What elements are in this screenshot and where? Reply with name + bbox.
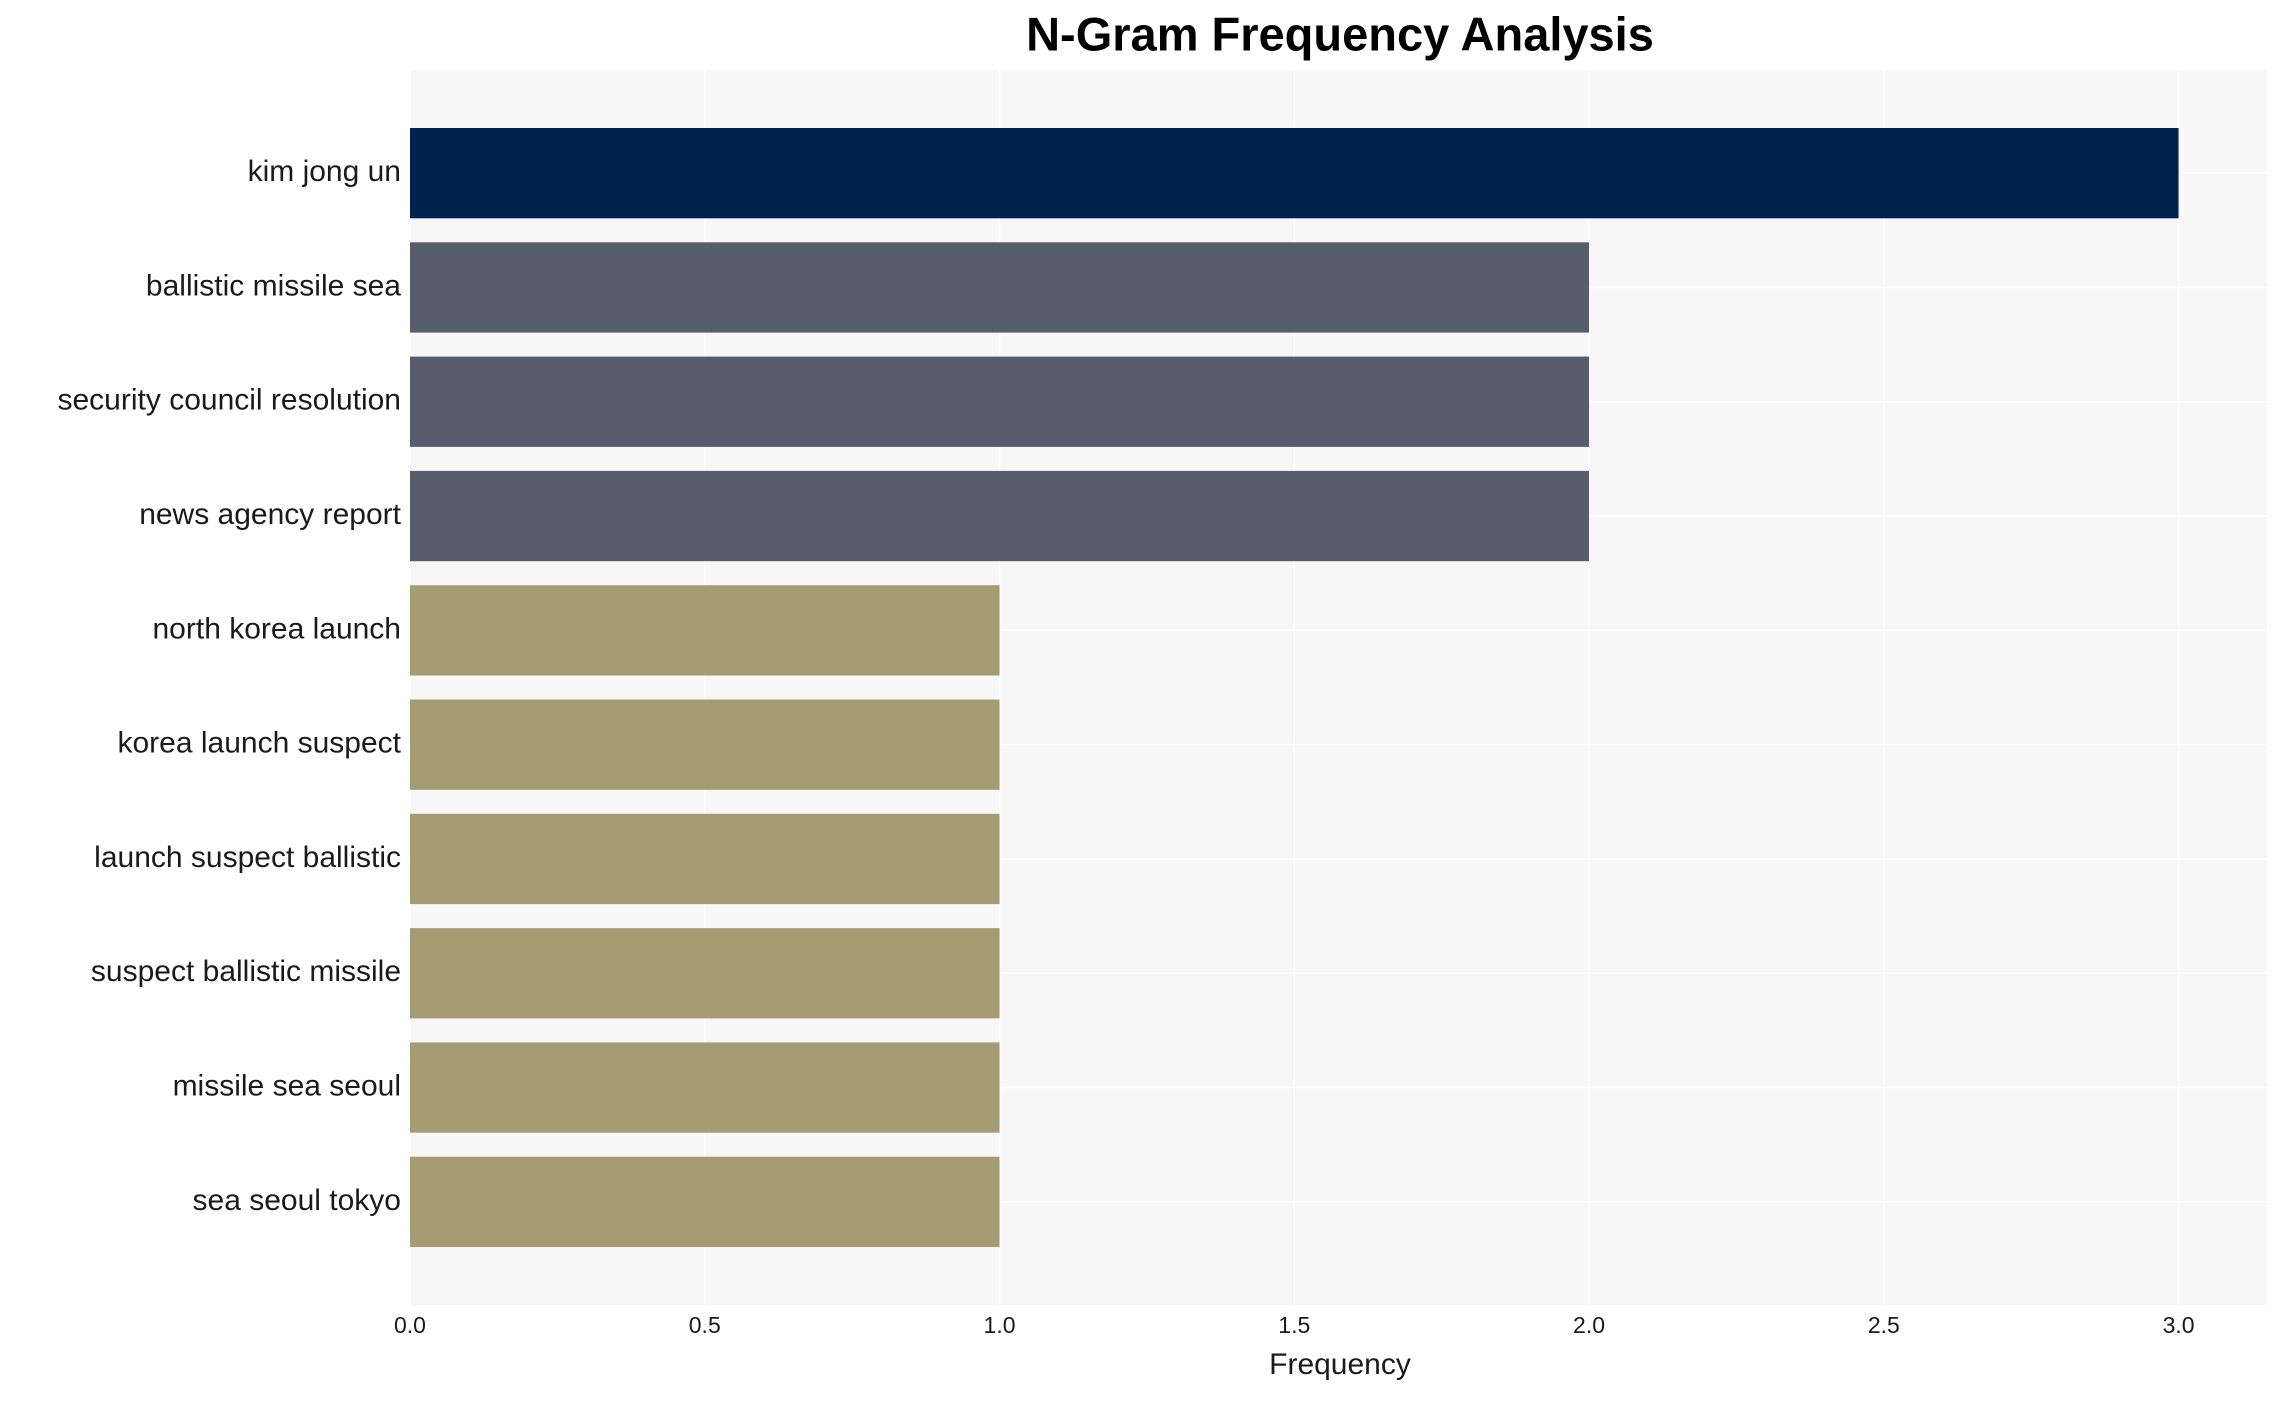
- x-tick-label: 3.0: [2163, 1312, 2195, 1338]
- y-tick-label: launch suspect ballistic: [94, 841, 401, 874]
- bar: [410, 699, 1000, 790]
- y-tick-label: ballistic missile sea: [146, 269, 401, 302]
- bar: [410, 928, 1000, 1019]
- y-tick-label: sea seoul tokyo: [193, 1184, 401, 1217]
- x-tick-label: 2.0: [1573, 1312, 1605, 1338]
- bar: [410, 356, 1590, 447]
- x-tick-label: 1.0: [984, 1312, 1016, 1338]
- bar: [410, 813, 1000, 905]
- y-tick-label: kim jong un: [248, 155, 401, 188]
- bar: [410, 585, 1000, 676]
- bar: [410, 128, 2179, 219]
- y-tick-label: korea launch suspect: [117, 727, 401, 760]
- bar: [410, 1156, 1000, 1247]
- bar: [410, 1042, 1000, 1133]
- y-tick-label: missile sea seoul: [173, 1069, 401, 1102]
- x-tick-label: 0.5: [689, 1312, 721, 1338]
- y-tick-label: security council resolution: [58, 384, 402, 417]
- bar: [410, 470, 1590, 562]
- x-tick-label: 2.5: [1868, 1312, 1900, 1338]
- y-tick-label: news agency report: [139, 498, 401, 531]
- chart-title: N-Gram Frequency Analysis: [1026, 7, 1654, 60]
- x-tick-label: 1.5: [1278, 1312, 1310, 1338]
- y-tick-label: north korea launch: [153, 612, 402, 645]
- y-tick-label: suspect ballistic missile: [91, 955, 401, 988]
- x-tick-label: 0.0: [394, 1312, 426, 1338]
- x-axis-label: Frequency: [1269, 1348, 1411, 1381]
- bar: [410, 242, 1590, 333]
